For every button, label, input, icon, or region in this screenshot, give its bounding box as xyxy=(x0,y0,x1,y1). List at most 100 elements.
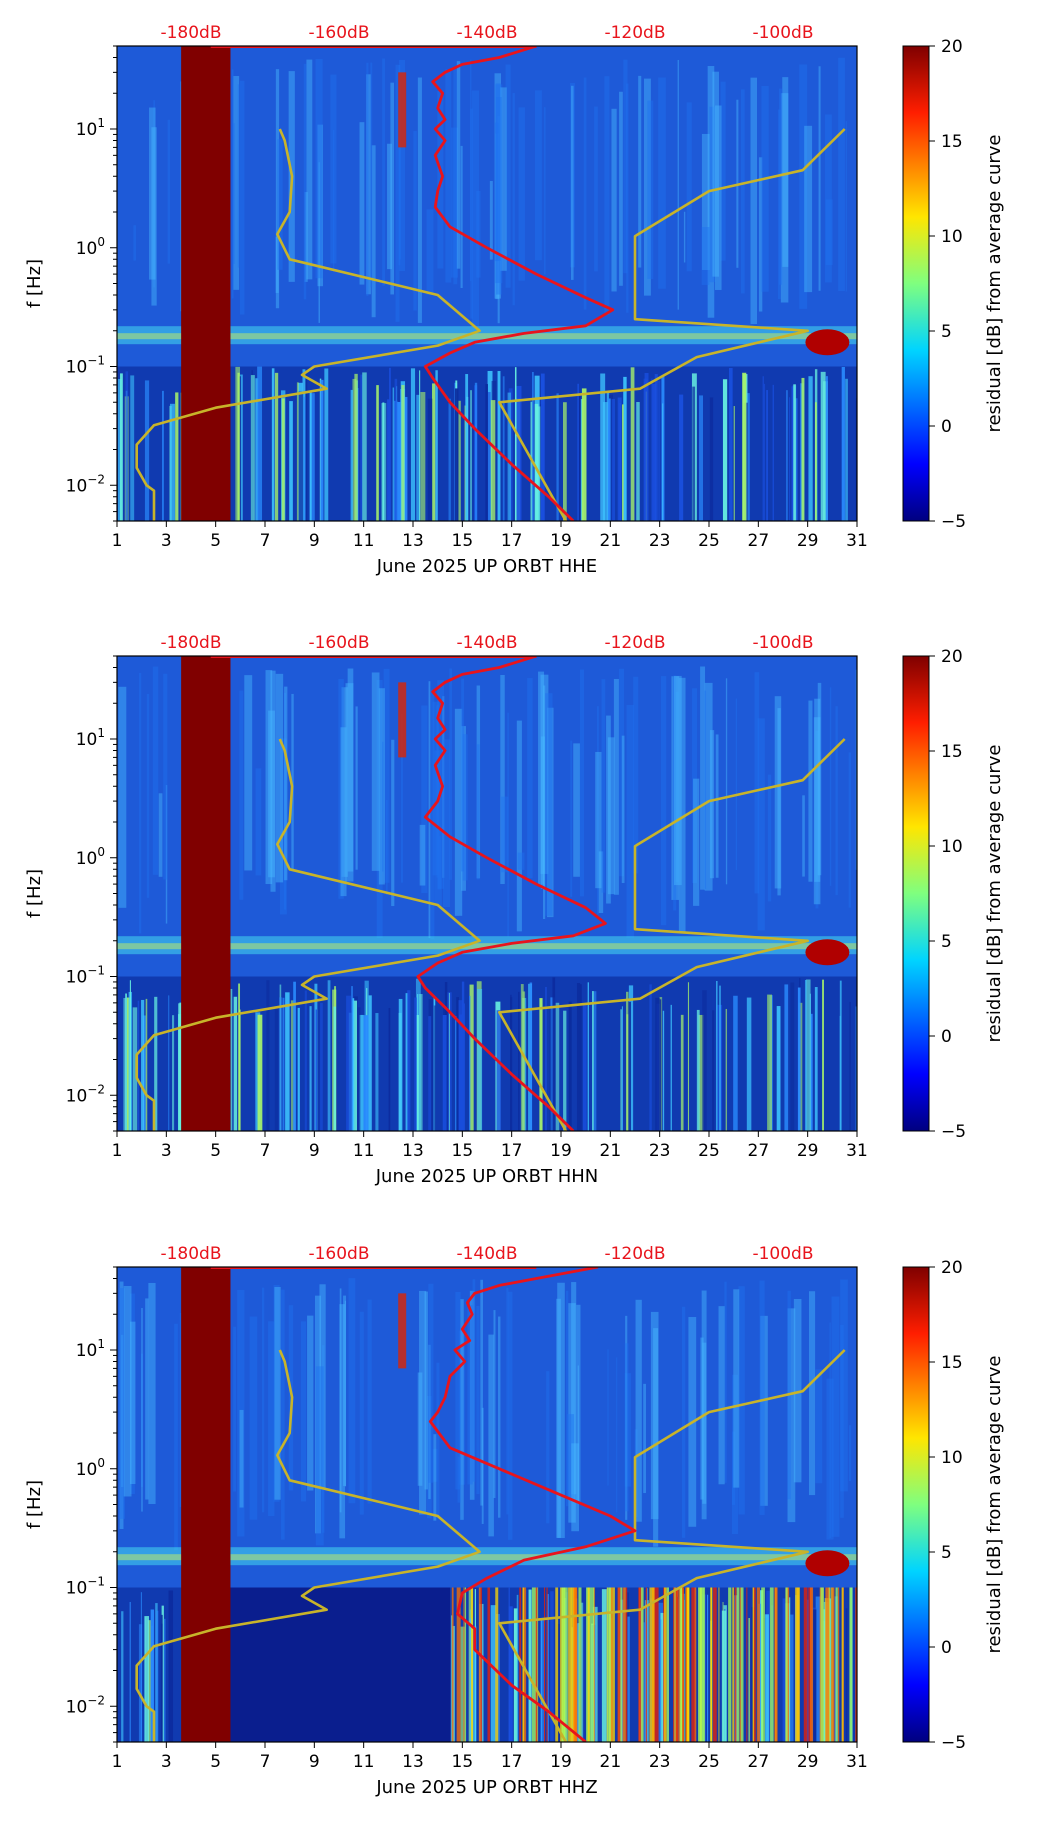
db-scale-label: -100dB xyxy=(752,633,813,653)
x-tick-label: 3 xyxy=(161,1141,172,1161)
x-tick-label: 21 xyxy=(600,531,622,551)
db-scale-label: -100dB xyxy=(752,1244,813,1264)
y-tick-label: 10−2 xyxy=(66,1082,105,1106)
colorbar-tick-label: 5 xyxy=(941,1543,952,1563)
x-tick-label: 25 xyxy=(698,1752,720,1772)
colorbar-tick-label: 5 xyxy=(941,932,952,952)
x-tick-label: 9 xyxy=(309,1752,320,1772)
x-tick-label: 31 xyxy=(846,1752,868,1772)
y-tick-label: 100 xyxy=(76,845,105,869)
x-tick-label: 25 xyxy=(698,531,720,551)
x-tick-label: 29 xyxy=(797,1752,819,1772)
x-tick-label: 13 xyxy=(402,1752,424,1772)
colorbar xyxy=(902,45,930,522)
x-tick-label: 15 xyxy=(452,1141,474,1161)
x-axis-label: June 2025 UP ORBT HHZ xyxy=(375,1777,597,1798)
colorbar-tick-label: 10 xyxy=(941,227,963,247)
x-tick-label: 9 xyxy=(309,531,320,551)
y-tick-label: 100 xyxy=(76,235,105,259)
colorbar-tick-label: 0 xyxy=(941,1638,952,1658)
y-axis-label: f [Hz] xyxy=(24,1480,45,1529)
x-tick-label: 25 xyxy=(698,1141,720,1161)
db-scale-label: -100dB xyxy=(752,23,813,43)
x-tick-label: 17 xyxy=(501,531,523,551)
y-tick-label: 10−1 xyxy=(66,1575,105,1599)
x-tick-label: 11 xyxy=(353,531,375,551)
colorbar-tick-label: −5 xyxy=(941,512,966,532)
y-tick-label: 101 xyxy=(76,1337,105,1361)
colorbar-tick-label: −5 xyxy=(941,1122,966,1142)
db-scale-label: -180dB xyxy=(160,23,221,43)
y-tick-label: 10−2 xyxy=(66,1693,105,1717)
colorbar-label: residual [dB] from average curve xyxy=(984,1355,1005,1653)
colorbar-tick-label: 0 xyxy=(941,1027,952,1047)
x-tick-label: 7 xyxy=(260,1752,271,1772)
x-tick-label: 31 xyxy=(846,531,868,551)
db-scale-label: -120dB xyxy=(604,633,665,653)
spectrogram-panel-hhz: 1 3 5 7 9 11 13 15 17 19 21 23 25 27 29 31 June 2025 UP … xyxy=(0,1221,1052,1823)
y-tick-label: 10−2 xyxy=(66,472,105,496)
colorbar-tick-label: 15 xyxy=(941,132,963,152)
x-tick-label: 31 xyxy=(846,1141,868,1161)
db-scale-label: -180dB xyxy=(160,633,221,653)
y-tick-label: 101 xyxy=(76,726,105,750)
x-tick-label: 3 xyxy=(161,531,172,551)
spectrogram-panel-hhe: 1 3 5 7 9 11 13 15 17 19 21 23 25 27 29 31 June 2025 UP … xyxy=(0,0,1052,602)
db-scale-label: -180dB xyxy=(160,1244,221,1264)
x-tick-label: 1 xyxy=(112,1752,123,1772)
colorbar-tick-label: 20 xyxy=(941,1258,963,1278)
colorbar xyxy=(902,655,930,1132)
y-tick-label: 101 xyxy=(76,116,105,140)
db-scale-label: -120dB xyxy=(604,23,665,43)
colorbar-tick-label: −5 xyxy=(941,1733,966,1753)
db-scale-label: -140dB xyxy=(456,23,517,43)
x-tick-label: 19 xyxy=(550,1141,572,1161)
x-tick-label: 5 xyxy=(210,1141,221,1161)
x-tick-label: 21 xyxy=(600,1752,622,1772)
x-tick-label: 19 xyxy=(550,531,572,551)
x-tick-label: 3 xyxy=(161,1752,172,1772)
red-average-psd-curve xyxy=(416,656,607,1131)
data-gap xyxy=(181,656,231,1131)
x-tick-label: 1 xyxy=(112,1141,123,1161)
yellow-low-noise-model-curve xyxy=(135,738,481,1131)
x-tick-label: 7 xyxy=(260,1141,271,1161)
y-axis-label: f [Hz] xyxy=(24,259,45,308)
x-tick-label: 23 xyxy=(649,1141,671,1161)
db-scale-label: -160dB xyxy=(308,633,369,653)
colorbar-label: residual [dB] from average curve xyxy=(984,134,1005,432)
x-tick-label: 17 xyxy=(501,1141,523,1161)
x-tick-label: 13 xyxy=(402,531,424,551)
red-average-psd-curve xyxy=(423,46,615,521)
data-gap xyxy=(181,1267,231,1742)
x-tick-label: 23 xyxy=(649,1752,671,1772)
x-tick-label: 19 xyxy=(550,1752,572,1772)
x-tick-label: 11 xyxy=(353,1752,375,1772)
x-axis-label: June 2025 UP ORBT HHN xyxy=(375,1166,598,1187)
db-scale-label: -140dB xyxy=(456,1244,517,1264)
spectrogram-panel-hhn: 1 3 5 7 9 11 13 15 17 19 21 23 25 27 29 31 June 2025 UP … xyxy=(0,610,1052,1212)
x-tick-label: 7 xyxy=(260,531,271,551)
x-tick-label: 5 xyxy=(210,1752,221,1772)
x-tick-label: 15 xyxy=(452,1752,474,1772)
y-axis-label: f [Hz] xyxy=(24,869,45,918)
x-tick-label: 9 xyxy=(309,1141,320,1161)
y-tick-label: 100 xyxy=(76,1456,105,1480)
db-scale-label: -140dB xyxy=(456,633,517,653)
x-tick-label: 23 xyxy=(649,531,671,551)
x-tick-label: 5 xyxy=(210,531,221,551)
yellow-high-noise-model-curve xyxy=(497,128,846,521)
y-tick-label: 10−1 xyxy=(66,354,105,378)
spectrogram-image xyxy=(117,1267,857,1742)
colorbar-label: residual [dB] from average curve xyxy=(984,744,1005,1042)
x-tick-label: 17 xyxy=(501,1752,523,1772)
x-tick-label: 27 xyxy=(748,1752,770,1772)
data-gap xyxy=(181,46,231,521)
x-tick-label: 27 xyxy=(748,531,770,551)
colorbar-tick-label: 0 xyxy=(941,417,952,437)
x-tick-label: 21 xyxy=(600,1141,622,1161)
colorbar xyxy=(902,1266,930,1743)
